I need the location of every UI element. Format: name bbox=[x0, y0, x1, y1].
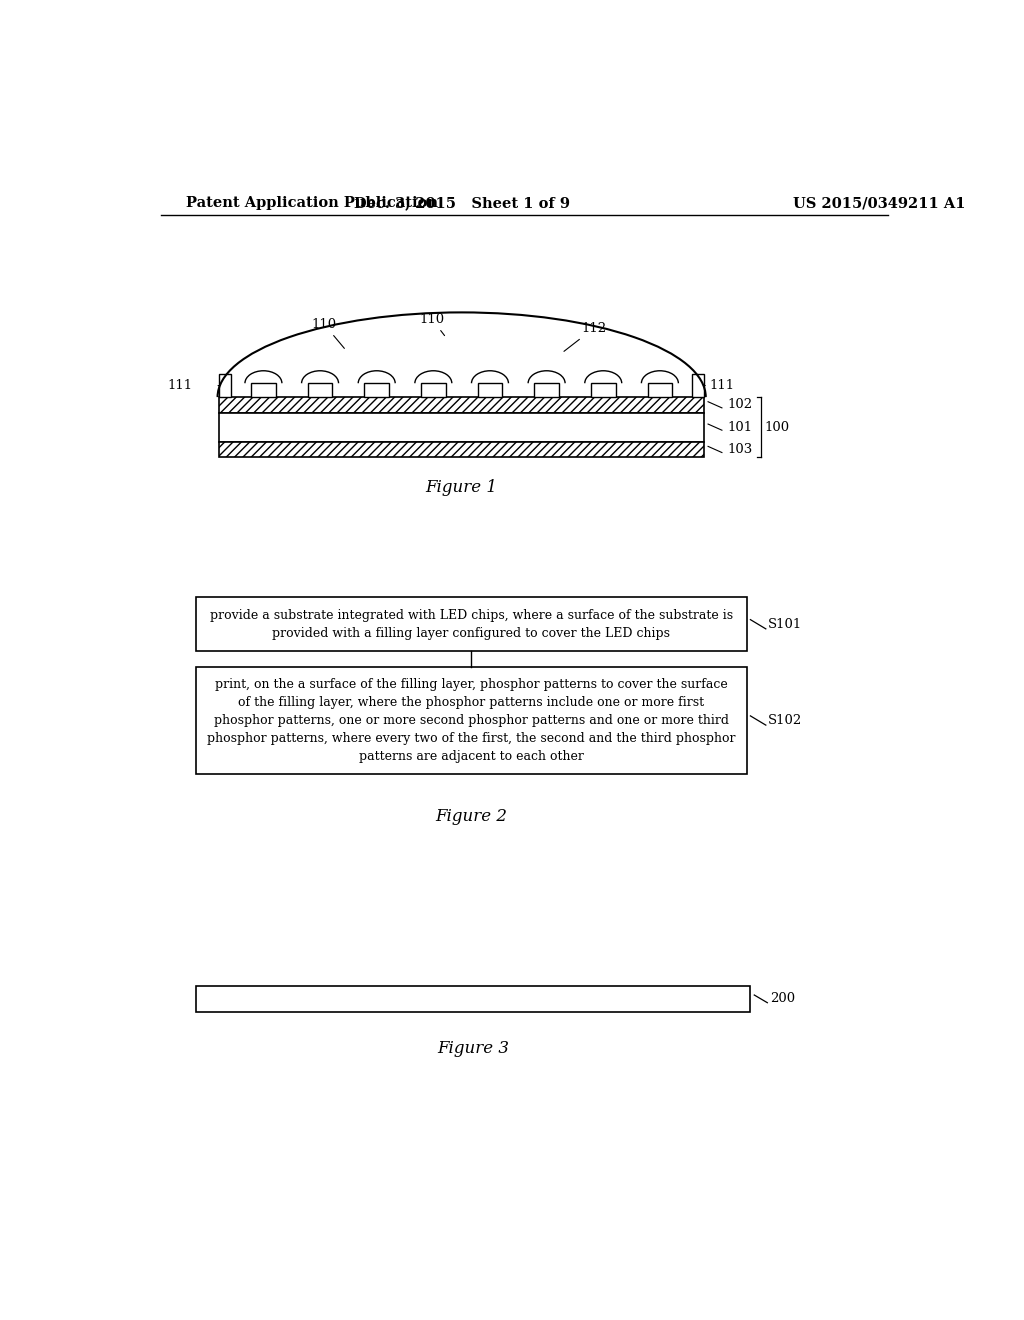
Text: print, on the a surface of the filling layer, phosphor patterns to cover the sur: print, on the a surface of the filling l… bbox=[207, 678, 735, 763]
Bar bbox=[421, 383, 445, 397]
Text: 200: 200 bbox=[770, 993, 795, 1006]
Bar bbox=[692, 374, 705, 397]
Bar bbox=[219, 412, 705, 442]
Bar bbox=[196, 986, 751, 1011]
Text: 100: 100 bbox=[764, 421, 790, 434]
Text: 110: 110 bbox=[311, 318, 344, 348]
Text: S102: S102 bbox=[768, 714, 803, 727]
Text: S101: S101 bbox=[768, 618, 803, 631]
Text: 112: 112 bbox=[564, 322, 606, 351]
Text: Patent Application Publication: Patent Application Publication bbox=[186, 197, 438, 210]
Bar bbox=[251, 383, 275, 397]
Bar bbox=[535, 383, 559, 397]
Text: 101: 101 bbox=[727, 421, 753, 434]
Text: 110: 110 bbox=[419, 313, 444, 335]
Text: Dec. 3, 2015   Sheet 1 of 9: Dec. 3, 2015 Sheet 1 of 9 bbox=[353, 197, 569, 210]
Bar bbox=[196, 597, 746, 651]
Text: 111: 111 bbox=[710, 379, 735, 392]
Bar bbox=[196, 667, 746, 775]
Text: 111: 111 bbox=[167, 379, 193, 392]
Bar bbox=[219, 397, 705, 412]
Text: provide a substrate integrated with LED chips, where a surface of the substrate : provide a substrate integrated with LED … bbox=[210, 609, 733, 640]
Bar bbox=[647, 383, 672, 397]
Bar bbox=[477, 383, 503, 397]
Bar bbox=[308, 383, 333, 397]
Text: 102: 102 bbox=[727, 399, 753, 412]
Text: 103: 103 bbox=[727, 444, 753, 455]
Text: Figure 3: Figure 3 bbox=[437, 1040, 509, 1057]
Bar bbox=[591, 383, 615, 397]
Text: Figure 2: Figure 2 bbox=[435, 808, 507, 825]
Text: US 2015/0349211 A1: US 2015/0349211 A1 bbox=[793, 197, 966, 210]
Bar bbox=[219, 374, 231, 397]
Text: Figure 1: Figure 1 bbox=[426, 479, 498, 496]
Bar bbox=[365, 383, 389, 397]
Bar bbox=[219, 442, 705, 457]
